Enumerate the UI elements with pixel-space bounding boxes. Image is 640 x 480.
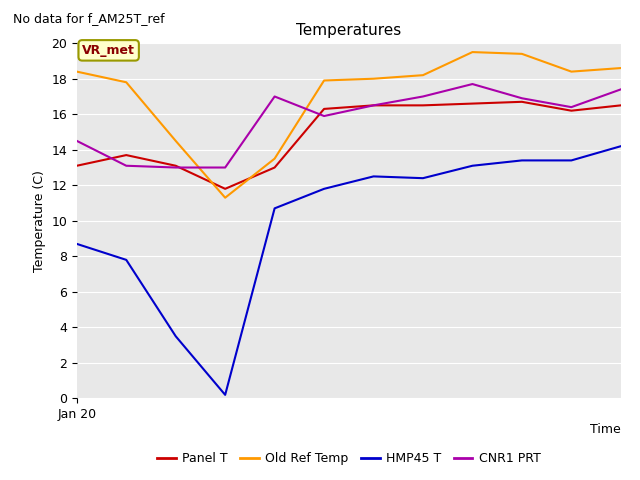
Text: No data for f_AM25T_ref: No data for f_AM25T_ref: [13, 12, 164, 25]
Text: Time: Time: [590, 423, 621, 436]
HMP45 T: [221, 392, 229, 398]
Line: Panel T: Panel T: [77, 102, 621, 189]
Old Ref Temp: [518, 51, 525, 57]
Panel T: [221, 186, 229, 192]
Old Ref Temp: [468, 49, 476, 55]
CNR1 PRT: [122, 163, 130, 168]
HMP45 T: [73, 241, 81, 247]
Old Ref Temp: [271, 156, 278, 161]
Panel T: [518, 99, 525, 105]
CNR1 PRT: [518, 96, 525, 101]
Panel T: [468, 101, 476, 107]
Old Ref Temp: [617, 65, 625, 71]
Panel T: [370, 102, 378, 108]
Old Ref Temp: [122, 79, 130, 85]
Old Ref Temp: [370, 76, 378, 82]
Old Ref Temp: [568, 69, 575, 74]
Old Ref Temp: [73, 69, 81, 74]
HMP45 T: [370, 173, 378, 179]
Old Ref Temp: [419, 72, 427, 78]
Panel T: [271, 165, 278, 170]
Title: Temperatures: Temperatures: [296, 23, 401, 38]
Text: VR_met: VR_met: [82, 44, 135, 57]
HMP45 T: [518, 157, 525, 163]
Panel T: [172, 163, 180, 168]
CNR1 PRT: [172, 165, 180, 170]
CNR1 PRT: [617, 86, 625, 92]
Panel T: [419, 102, 427, 108]
CNR1 PRT: [73, 138, 81, 144]
CNR1 PRT: [568, 104, 575, 110]
CNR1 PRT: [370, 102, 378, 108]
Legend: Panel T, Old Ref Temp, HMP45 T, CNR1 PRT: Panel T, Old Ref Temp, HMP45 T, CNR1 PRT: [152, 447, 545, 470]
Line: HMP45 T: HMP45 T: [77, 146, 621, 395]
Old Ref Temp: [172, 138, 180, 144]
HMP45 T: [419, 175, 427, 181]
CNR1 PRT: [419, 94, 427, 99]
HMP45 T: [320, 186, 328, 192]
HMP45 T: [172, 333, 180, 339]
Panel T: [617, 102, 625, 108]
HMP45 T: [271, 205, 278, 211]
Panel T: [568, 108, 575, 114]
CNR1 PRT: [320, 113, 328, 119]
HMP45 T: [568, 157, 575, 163]
Line: CNR1 PRT: CNR1 PRT: [77, 84, 621, 168]
Panel T: [320, 106, 328, 112]
HMP45 T: [122, 257, 130, 263]
Y-axis label: Temperature (C): Temperature (C): [33, 170, 45, 272]
Panel T: [73, 163, 81, 168]
CNR1 PRT: [468, 81, 476, 87]
Panel T: [122, 152, 130, 158]
HMP45 T: [617, 144, 625, 149]
Old Ref Temp: [221, 195, 229, 201]
CNR1 PRT: [221, 165, 229, 170]
Line: Old Ref Temp: Old Ref Temp: [77, 52, 621, 198]
CNR1 PRT: [271, 94, 278, 99]
Old Ref Temp: [320, 78, 328, 84]
HMP45 T: [468, 163, 476, 168]
